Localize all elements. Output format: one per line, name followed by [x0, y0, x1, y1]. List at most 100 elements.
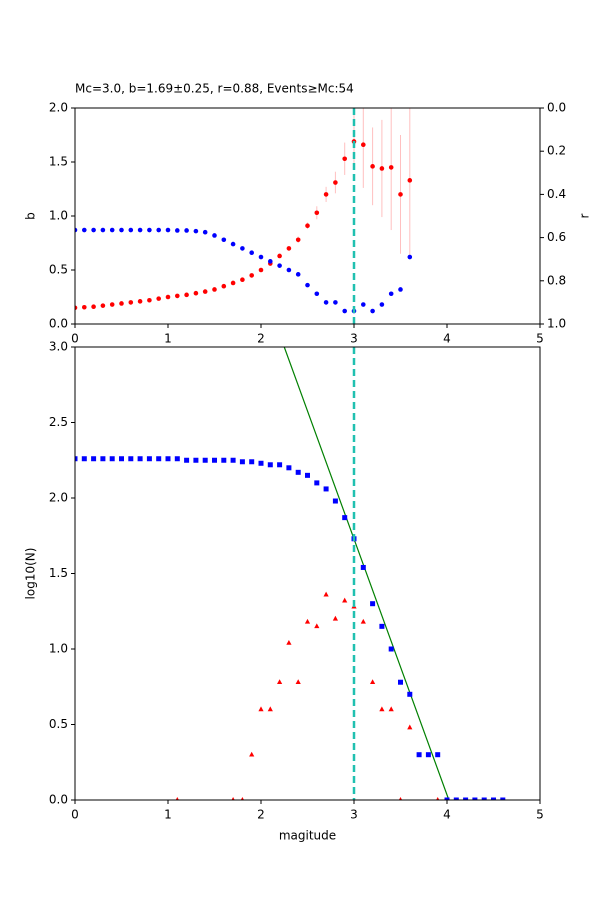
point	[165, 294, 171, 300]
point	[128, 456, 134, 462]
point	[323, 192, 329, 197]
y-tick-label: 0.5	[49, 263, 68, 277]
point	[258, 267, 264, 273]
point	[146, 456, 152, 462]
point	[91, 304, 96, 310]
y2-tick-label: 1.0	[547, 317, 566, 331]
point	[304, 618, 311, 624]
point	[193, 228, 199, 234]
point	[202, 229, 208, 235]
point	[184, 228, 189, 233]
point	[156, 456, 162, 462]
point	[184, 457, 190, 463]
x-tick-label: 2	[257, 808, 265, 822]
point	[379, 706, 385, 712]
point	[379, 166, 385, 171]
point	[333, 300, 338, 305]
point	[286, 246, 292, 251]
point	[165, 227, 171, 233]
point	[249, 273, 254, 278]
point	[370, 679, 376, 685]
fit-line	[283, 347, 450, 800]
plot-area	[75, 347, 506, 800]
point	[175, 797, 179, 800]
point	[453, 797, 459, 800]
point	[109, 302, 115, 307]
y2-tick-label: 0.4	[547, 187, 566, 201]
point	[361, 302, 366, 307]
y-tick-label: 1.0	[49, 642, 68, 656]
y2-tick-label: 0.2	[547, 144, 566, 158]
point	[128, 300, 134, 305]
point	[212, 287, 217, 292]
y-axis-label: b	[24, 212, 38, 220]
point	[398, 797, 403, 800]
y2-axis-label: r	[578, 213, 592, 218]
point	[295, 469, 301, 475]
point	[202, 457, 208, 463]
point	[305, 472, 310, 478]
point	[361, 142, 366, 148]
point	[333, 180, 338, 185]
x-tick-label: 4	[443, 332, 451, 346]
point	[314, 623, 320, 629]
y-tick-label: 2.5	[49, 415, 68, 429]
point	[277, 462, 283, 468]
point	[342, 597, 348, 603]
point	[75, 305, 78, 311]
y-tick-label: 1.0	[49, 209, 68, 223]
point	[147, 297, 152, 303]
point	[435, 752, 441, 758]
y-tick-label: 0.5	[49, 717, 68, 731]
point	[286, 465, 292, 471]
y-tick-label: 2.0	[49, 491, 68, 505]
point	[370, 308, 375, 314]
point	[239, 459, 245, 465]
point	[277, 263, 282, 268]
point	[249, 250, 254, 256]
x-tick-label: 0	[71, 808, 79, 822]
point	[286, 267, 292, 273]
point	[221, 237, 227, 243]
y-axis-label: log10(N)	[24, 548, 38, 600]
y-tick-label: 1.5	[49, 155, 68, 169]
point	[379, 302, 385, 307]
point	[360, 618, 366, 624]
point	[268, 259, 273, 264]
point	[212, 233, 217, 238]
point	[295, 237, 301, 243]
y-tick-label: 0.0	[49, 317, 68, 331]
point	[481, 797, 487, 800]
point	[416, 752, 422, 758]
point	[156, 296, 161, 301]
y2-tick-label: 0.8	[547, 273, 566, 287]
point	[75, 456, 78, 462]
point	[444, 797, 450, 800]
x-tick-label: 2	[257, 332, 265, 346]
point	[175, 228, 180, 233]
point	[174, 456, 180, 462]
point	[231, 797, 235, 800]
point	[165, 456, 171, 462]
y-tick-label: 2.0	[49, 101, 68, 115]
point	[82, 227, 87, 233]
point	[119, 227, 124, 233]
point	[314, 480, 320, 486]
point	[286, 639, 292, 645]
point	[221, 283, 227, 289]
x-tick-label: 1	[164, 332, 172, 346]
point	[398, 192, 403, 197]
point	[258, 460, 264, 466]
point	[175, 293, 180, 299]
point	[295, 679, 301, 685]
point	[249, 751, 255, 757]
point	[491, 797, 496, 800]
point	[193, 457, 199, 463]
point	[388, 706, 394, 712]
point	[184, 292, 189, 298]
point	[100, 227, 106, 233]
point	[119, 301, 124, 306]
point	[109, 227, 115, 233]
point	[407, 691, 413, 697]
point	[332, 615, 338, 621]
